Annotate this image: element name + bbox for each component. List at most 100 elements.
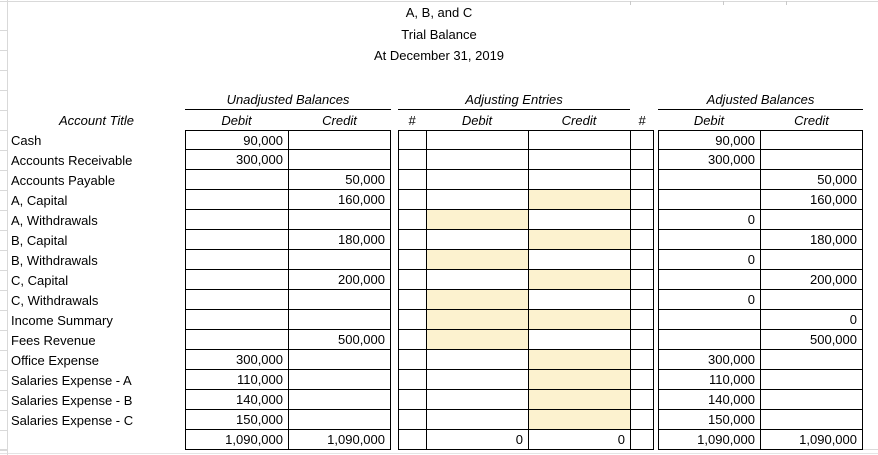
account-title-cell[interactable]: C, Withdrawals	[8, 290, 185, 310]
adjusting-ref-cell[interactable]	[630, 410, 654, 430]
adjusted-credit-cell[interactable]	[760, 370, 863, 390]
unadjusted-credit-cell[interactable]	[288, 290, 391, 310]
adjusting-credit-cell[interactable]	[528, 230, 630, 250]
account-title-cell[interactable]: Office Expense	[8, 350, 185, 370]
adjusting-debit-cell[interactable]	[426, 330, 528, 350]
unadjusted-credit-cell[interactable]	[288, 210, 391, 230]
adjusted-debit-cell[interactable]: 0	[658, 250, 760, 270]
unadjusted-debit-cell[interactable]	[185, 310, 288, 330]
adjusting-ref-cell[interactable]	[398, 210, 426, 230]
adjusted-credit-cell[interactable]: 160,000	[760, 190, 863, 210]
unadjusted-credit-cell[interactable]: 180,000	[288, 230, 391, 250]
adjusting-credit-cell[interactable]	[528, 170, 630, 190]
adjusting-debit-cell[interactable]	[426, 150, 528, 170]
unadjusted-debit-cell[interactable]: 300,000	[185, 350, 288, 370]
adjusted-debit-cell[interactable]: 300,000	[658, 150, 760, 170]
adjusted-credit-cell[interactable]	[760, 290, 863, 310]
account-title-cell[interactable]: Fees Revenue	[8, 330, 185, 350]
adjusting-ref-cell[interactable]	[398, 190, 426, 210]
account-title-cell[interactable]: Salaries Expense - B	[8, 390, 185, 410]
adjusted-debit-cell[interactable]: 140,000	[658, 390, 760, 410]
adjusting-debit-cell[interactable]	[426, 310, 528, 330]
unadjusted-debit-cell[interactable]	[185, 170, 288, 190]
adjusting-debit-cell[interactable]	[426, 350, 528, 370]
adjusting-ref-cell[interactable]	[398, 250, 426, 270]
account-title-cell[interactable]: Salaries Expense - C	[8, 410, 185, 430]
totals-ref-1[interactable]	[398, 430, 426, 450]
totals-adjusted-credit[interactable]: 1,090,000	[760, 430, 863, 450]
adjusting-ref-cell[interactable]	[398, 310, 426, 330]
adjusted-debit-cell[interactable]	[658, 270, 760, 290]
unadjusted-debit-cell[interactable]: 300,000	[185, 150, 288, 170]
unadjusted-credit-cell[interactable]: 160,000	[288, 190, 391, 210]
adjusting-ref-cell[interactable]	[630, 150, 654, 170]
adjusted-debit-cell[interactable]: 110,000	[658, 370, 760, 390]
unadjusted-credit-cell[interactable]: 500,000	[288, 330, 391, 350]
adjusted-credit-cell[interactable]	[760, 390, 863, 410]
unadjusted-debit-cell[interactable]: 140,000	[185, 390, 288, 410]
unadjusted-credit-cell[interactable]	[288, 390, 391, 410]
adjusting-ref-cell[interactable]	[630, 390, 654, 410]
adjusting-debit-cell[interactable]	[426, 190, 528, 210]
adjusting-ref-cell[interactable]	[398, 230, 426, 250]
adjusted-credit-cell[interactable]	[760, 250, 863, 270]
totals-label-cell[interactable]	[8, 430, 185, 450]
adjusting-credit-cell[interactable]	[528, 130, 630, 150]
adjusted-credit-cell[interactable]	[760, 350, 863, 370]
adjusted-credit-cell[interactable]: 50,000	[760, 170, 863, 190]
account-title-cell[interactable]: C, Capital	[8, 270, 185, 290]
account-title-cell[interactable]: Accounts Receivable	[8, 150, 185, 170]
adjusting-debit-cell[interactable]	[426, 130, 528, 150]
adjusting-ref-cell[interactable]	[398, 350, 426, 370]
unadjusted-credit-cell[interactable]	[288, 250, 391, 270]
unadjusted-debit-cell[interactable]	[185, 330, 288, 350]
adjusting-ref-cell[interactable]	[398, 130, 426, 150]
adjusting-ref-cell[interactable]	[630, 350, 654, 370]
totals-unadjusted-credit[interactable]: 1,090,000	[288, 430, 391, 450]
adjusted-debit-cell[interactable]	[658, 330, 760, 350]
adjusted-debit-cell[interactable]: 300,000	[658, 350, 760, 370]
adjusting-ref-cell[interactable]	[398, 410, 426, 430]
unadjusted-debit-cell[interactable]	[185, 250, 288, 270]
adjusting-credit-cell[interactable]	[528, 390, 630, 410]
totals-adjusting-debit[interactable]: 0	[426, 430, 528, 450]
adjusted-credit-cell[interactable]	[760, 410, 863, 430]
adjusting-debit-cell[interactable]	[426, 210, 528, 230]
unadjusted-debit-cell[interactable]	[185, 190, 288, 210]
adjusted-credit-cell[interactable]: 0	[760, 310, 863, 330]
unadjusted-debit-cell[interactable]	[185, 210, 288, 230]
adjusting-ref-cell[interactable]	[630, 230, 654, 250]
unadjusted-credit-cell[interactable]	[288, 310, 391, 330]
adjusting-ref-cell[interactable]	[398, 290, 426, 310]
adjusting-credit-cell[interactable]	[528, 270, 630, 290]
adjusting-credit-cell[interactable]	[528, 350, 630, 370]
adjusted-credit-cell[interactable]	[760, 210, 863, 230]
account-title-cell[interactable]: Salaries Expense - A	[8, 370, 185, 390]
adjusted-credit-cell[interactable]	[760, 130, 863, 150]
adjusting-debit-cell[interactable]	[426, 230, 528, 250]
unadjusted-debit-cell[interactable]	[185, 270, 288, 290]
adjusting-credit-cell[interactable]	[528, 330, 630, 350]
adjusted-debit-cell[interactable]	[658, 170, 760, 190]
account-title-cell[interactable]: Cash	[8, 130, 185, 150]
adjusting-debit-cell[interactable]	[426, 390, 528, 410]
adjusted-debit-cell[interactable]: 150,000	[658, 410, 760, 430]
adjusting-credit-cell[interactable]	[528, 410, 630, 430]
unadjusted-debit-cell[interactable]: 150,000	[185, 410, 288, 430]
adjusting-ref-cell[interactable]	[398, 150, 426, 170]
adjusting-ref-cell[interactable]	[630, 310, 654, 330]
account-title-cell[interactable]: Accounts Payable	[8, 170, 185, 190]
unadjusted-debit-cell[interactable]	[185, 290, 288, 310]
adjusting-ref-cell[interactable]	[630, 190, 654, 210]
unadjusted-debit-cell[interactable]: 110,000	[185, 370, 288, 390]
unadjusted-debit-cell[interactable]	[185, 230, 288, 250]
unadjusted-debit-cell[interactable]: 90,000	[185, 130, 288, 150]
adjusting-credit-cell[interactable]	[528, 210, 630, 230]
totals-adjusting-credit[interactable]: 0	[528, 430, 630, 450]
adjusted-credit-cell[interactable]: 200,000	[760, 270, 863, 290]
adjusting-ref-cell[interactable]	[630, 170, 654, 190]
unadjusted-credit-cell[interactable]: 200,000	[288, 270, 391, 290]
adjusting-credit-cell[interactable]	[528, 190, 630, 210]
adjusted-credit-cell[interactable]: 500,000	[760, 330, 863, 350]
adjusting-credit-cell[interactable]	[528, 370, 630, 390]
